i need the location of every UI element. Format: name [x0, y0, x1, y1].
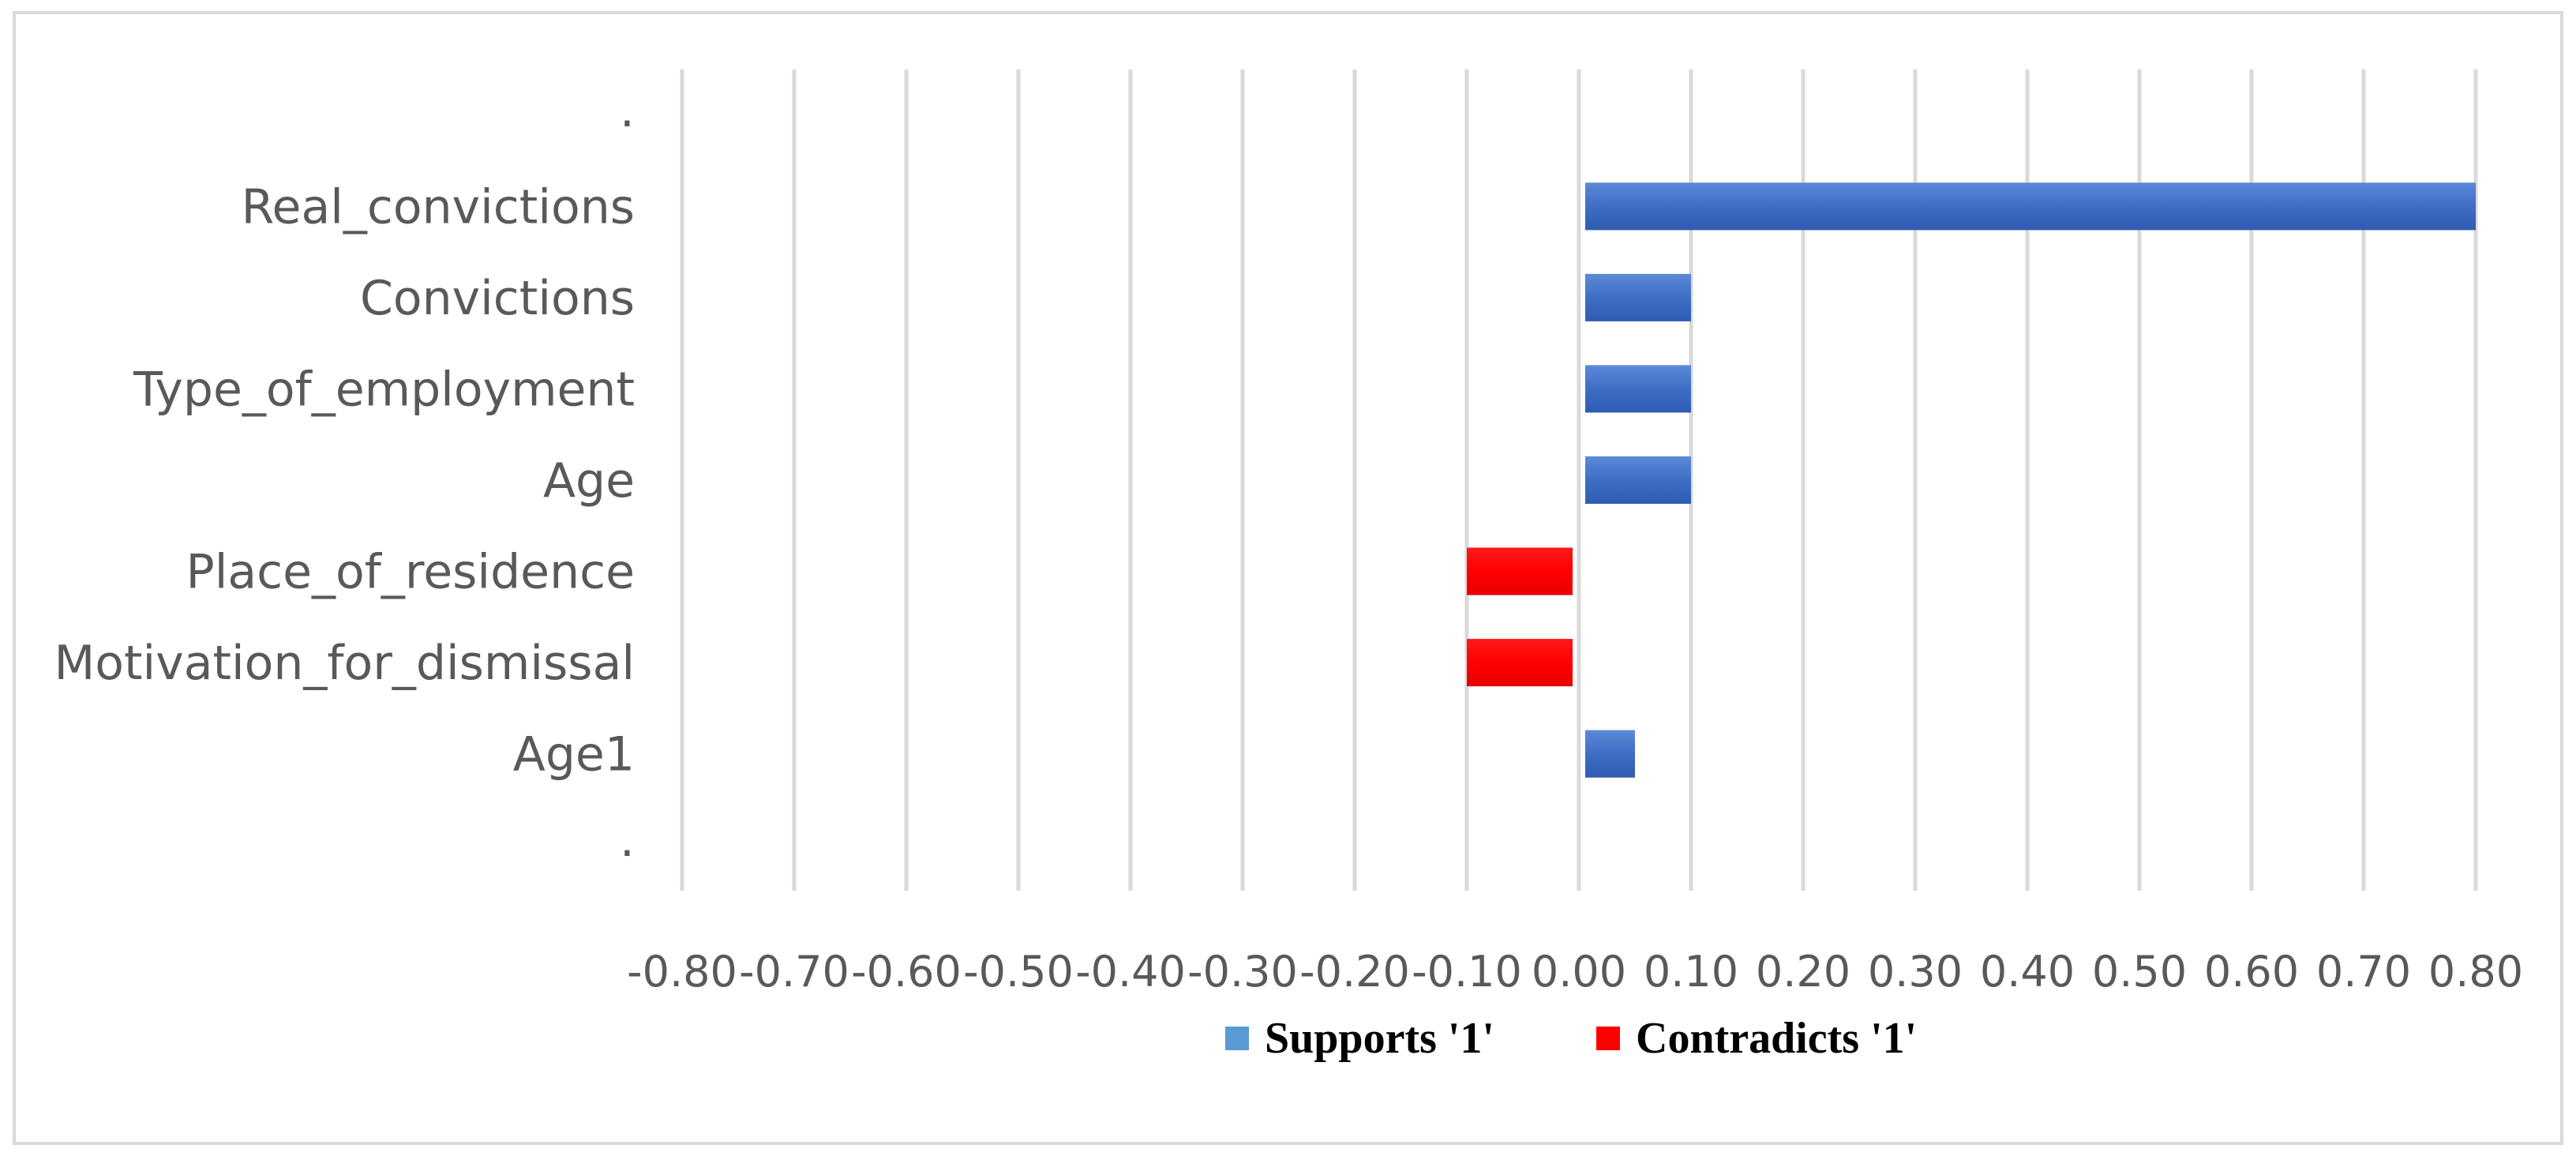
x-tick-label: 0.70 [2316, 947, 2411, 997]
category-label: Motivation_for_dismissal [54, 636, 635, 691]
x-tick-label: -0.70 [739, 947, 849, 997]
x-tick-label: -0.40 [1075, 947, 1186, 997]
axis-end-mark: . [620, 813, 635, 868]
x-tick-label: -0.10 [1412, 947, 1522, 997]
category-label: Age [543, 453, 635, 509]
axis-end-mark: . [620, 83, 635, 138]
x-tick-label: -0.80 [627, 947, 737, 997]
x-tick-label: 0.80 [2428, 947, 2523, 997]
bar-supports [1585, 273, 1691, 321]
x-tick-label: 0.20 [1756, 947, 1850, 997]
bar-supports [1585, 182, 2476, 231]
x-tick-label: 0.10 [1644, 947, 1738, 997]
category-label: Place_of_residence [186, 545, 635, 600]
legend: Supports '1' Contradicts '1' [1225, 1014, 1917, 1063]
legend-contradicts-swatch [1596, 1027, 1620, 1050]
legend-contradicts-label: Contradicts '1' [1636, 1014, 1917, 1063]
bar-contradicts [1467, 639, 1573, 687]
bar-supports [1585, 365, 1691, 413]
x-tick-label: -0.30 [1187, 947, 1298, 997]
x-tick-label: 0.50 [2092, 947, 2187, 997]
legend-supports-swatch [1225, 1027, 1249, 1050]
category-label: Type_of_employment [133, 362, 635, 417]
x-tick-label: 0.40 [1980, 947, 2075, 997]
x-tick-label: 0.30 [1868, 947, 1963, 997]
bars [1467, 182, 2476, 778]
x-tick-label: -0.20 [1299, 947, 1410, 997]
x-tick-label: -0.50 [963, 947, 1074, 997]
x-tick-label: 0.00 [1532, 947, 1626, 997]
category-labels: .. Real_convictions Convictions Type_of_emp… [54, 83, 635, 868]
category-label: Real_convictions [242, 179, 635, 235]
bar-contradicts [1467, 547, 1573, 595]
x-tick-labels: -0.80 -0.70 -0.60 -0.50 -0.40 -0.30 -0.20 -0.10… [627, 947, 2523, 997]
x-tick-label: 0.60 [2204, 947, 2299, 997]
category-label: Convictions [360, 271, 635, 326]
x-tick-label: -0.60 [851, 947, 962, 997]
bar-supports [1585, 730, 1635, 778]
bar-supports [1585, 456, 1691, 505]
legend-supports-label: Supports '1' [1265, 1014, 1494, 1063]
category-label: Age1 [513, 727, 635, 783]
